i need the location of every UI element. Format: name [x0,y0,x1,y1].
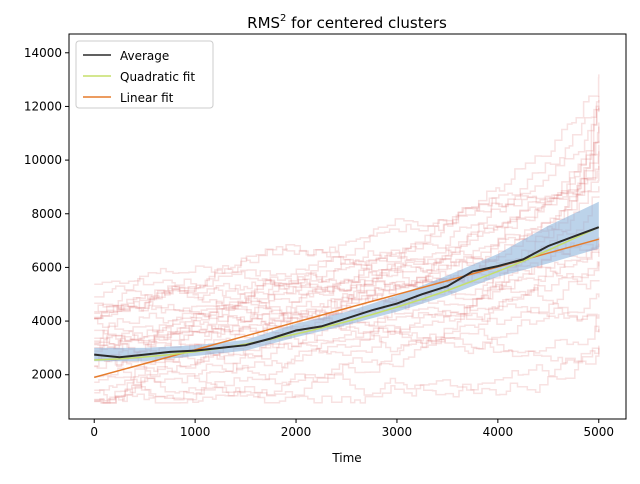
y-tick-label: 2000 [31,368,62,382]
legend: Average Quadratic fit Linear fit [75,40,214,109]
cluster-trajectory [94,270,600,319]
y-tick-label: 4000 [31,314,62,328]
x-tick-label: 5000 [583,425,614,439]
cluster-trajectory [94,256,600,333]
cluster-trajectory [94,144,600,346]
y-axis: 2000 4000 6000 8000 10000 12000 14000 [24,46,69,382]
x-tick-label: 0 [90,425,98,439]
cluster-trajectory [94,251,600,350]
x-axis-label: Time [331,451,361,465]
y-tick-label: 12000 [24,99,62,113]
x-axis: 0 1000 2000 3000 4000 5000 [90,419,614,439]
cluster-trajectory [94,100,600,369]
cluster-trajectory [94,261,600,321]
cluster-trajectory [94,108,600,404]
chart-title: RMS2 for centered clusters [247,13,447,32]
cluster-trajectory [94,289,600,364]
cluster-trajectory [94,348,600,398]
quadratic-fit-line [94,226,600,361]
y-tick-label: 8000 [31,207,62,221]
cluster-trajectory [94,293,600,403]
axes-frame [68,33,627,420]
legend-label-average: Average [120,49,169,63]
cluster-trajectory [94,126,600,349]
x-tick-label: 1000 [180,425,211,439]
cluster-trajectory [94,345,600,404]
average-line [94,226,600,359]
cluster-trajectory [94,155,600,308]
cluster-trajectory [94,325,600,378]
cluster-trajectory [94,105,600,353]
y-tick-label: 10000 [24,153,62,167]
legend-label-linear-fit: Linear fit [120,91,174,105]
cluster-trajectory [94,140,600,379]
cluster-trajectory [94,243,600,336]
cluster-trajectory [94,306,600,404]
plot-area [94,74,600,404]
x-tick-label: 4000 [483,425,514,439]
cluster-trajectory [94,172,600,329]
y-tick-label: 6000 [31,260,62,274]
x-tick-label: 2000 [281,425,312,439]
x-tick-label: 3000 [382,425,413,439]
cluster-trajectory [94,237,600,404]
legend-box [75,40,214,109]
cluster-trajectory [94,74,600,335]
y-tick-label: 14000 [24,46,62,60]
cluster-trajectory [94,186,600,320]
legend-label-quadratic-fit: Quadratic fit [120,70,195,84]
